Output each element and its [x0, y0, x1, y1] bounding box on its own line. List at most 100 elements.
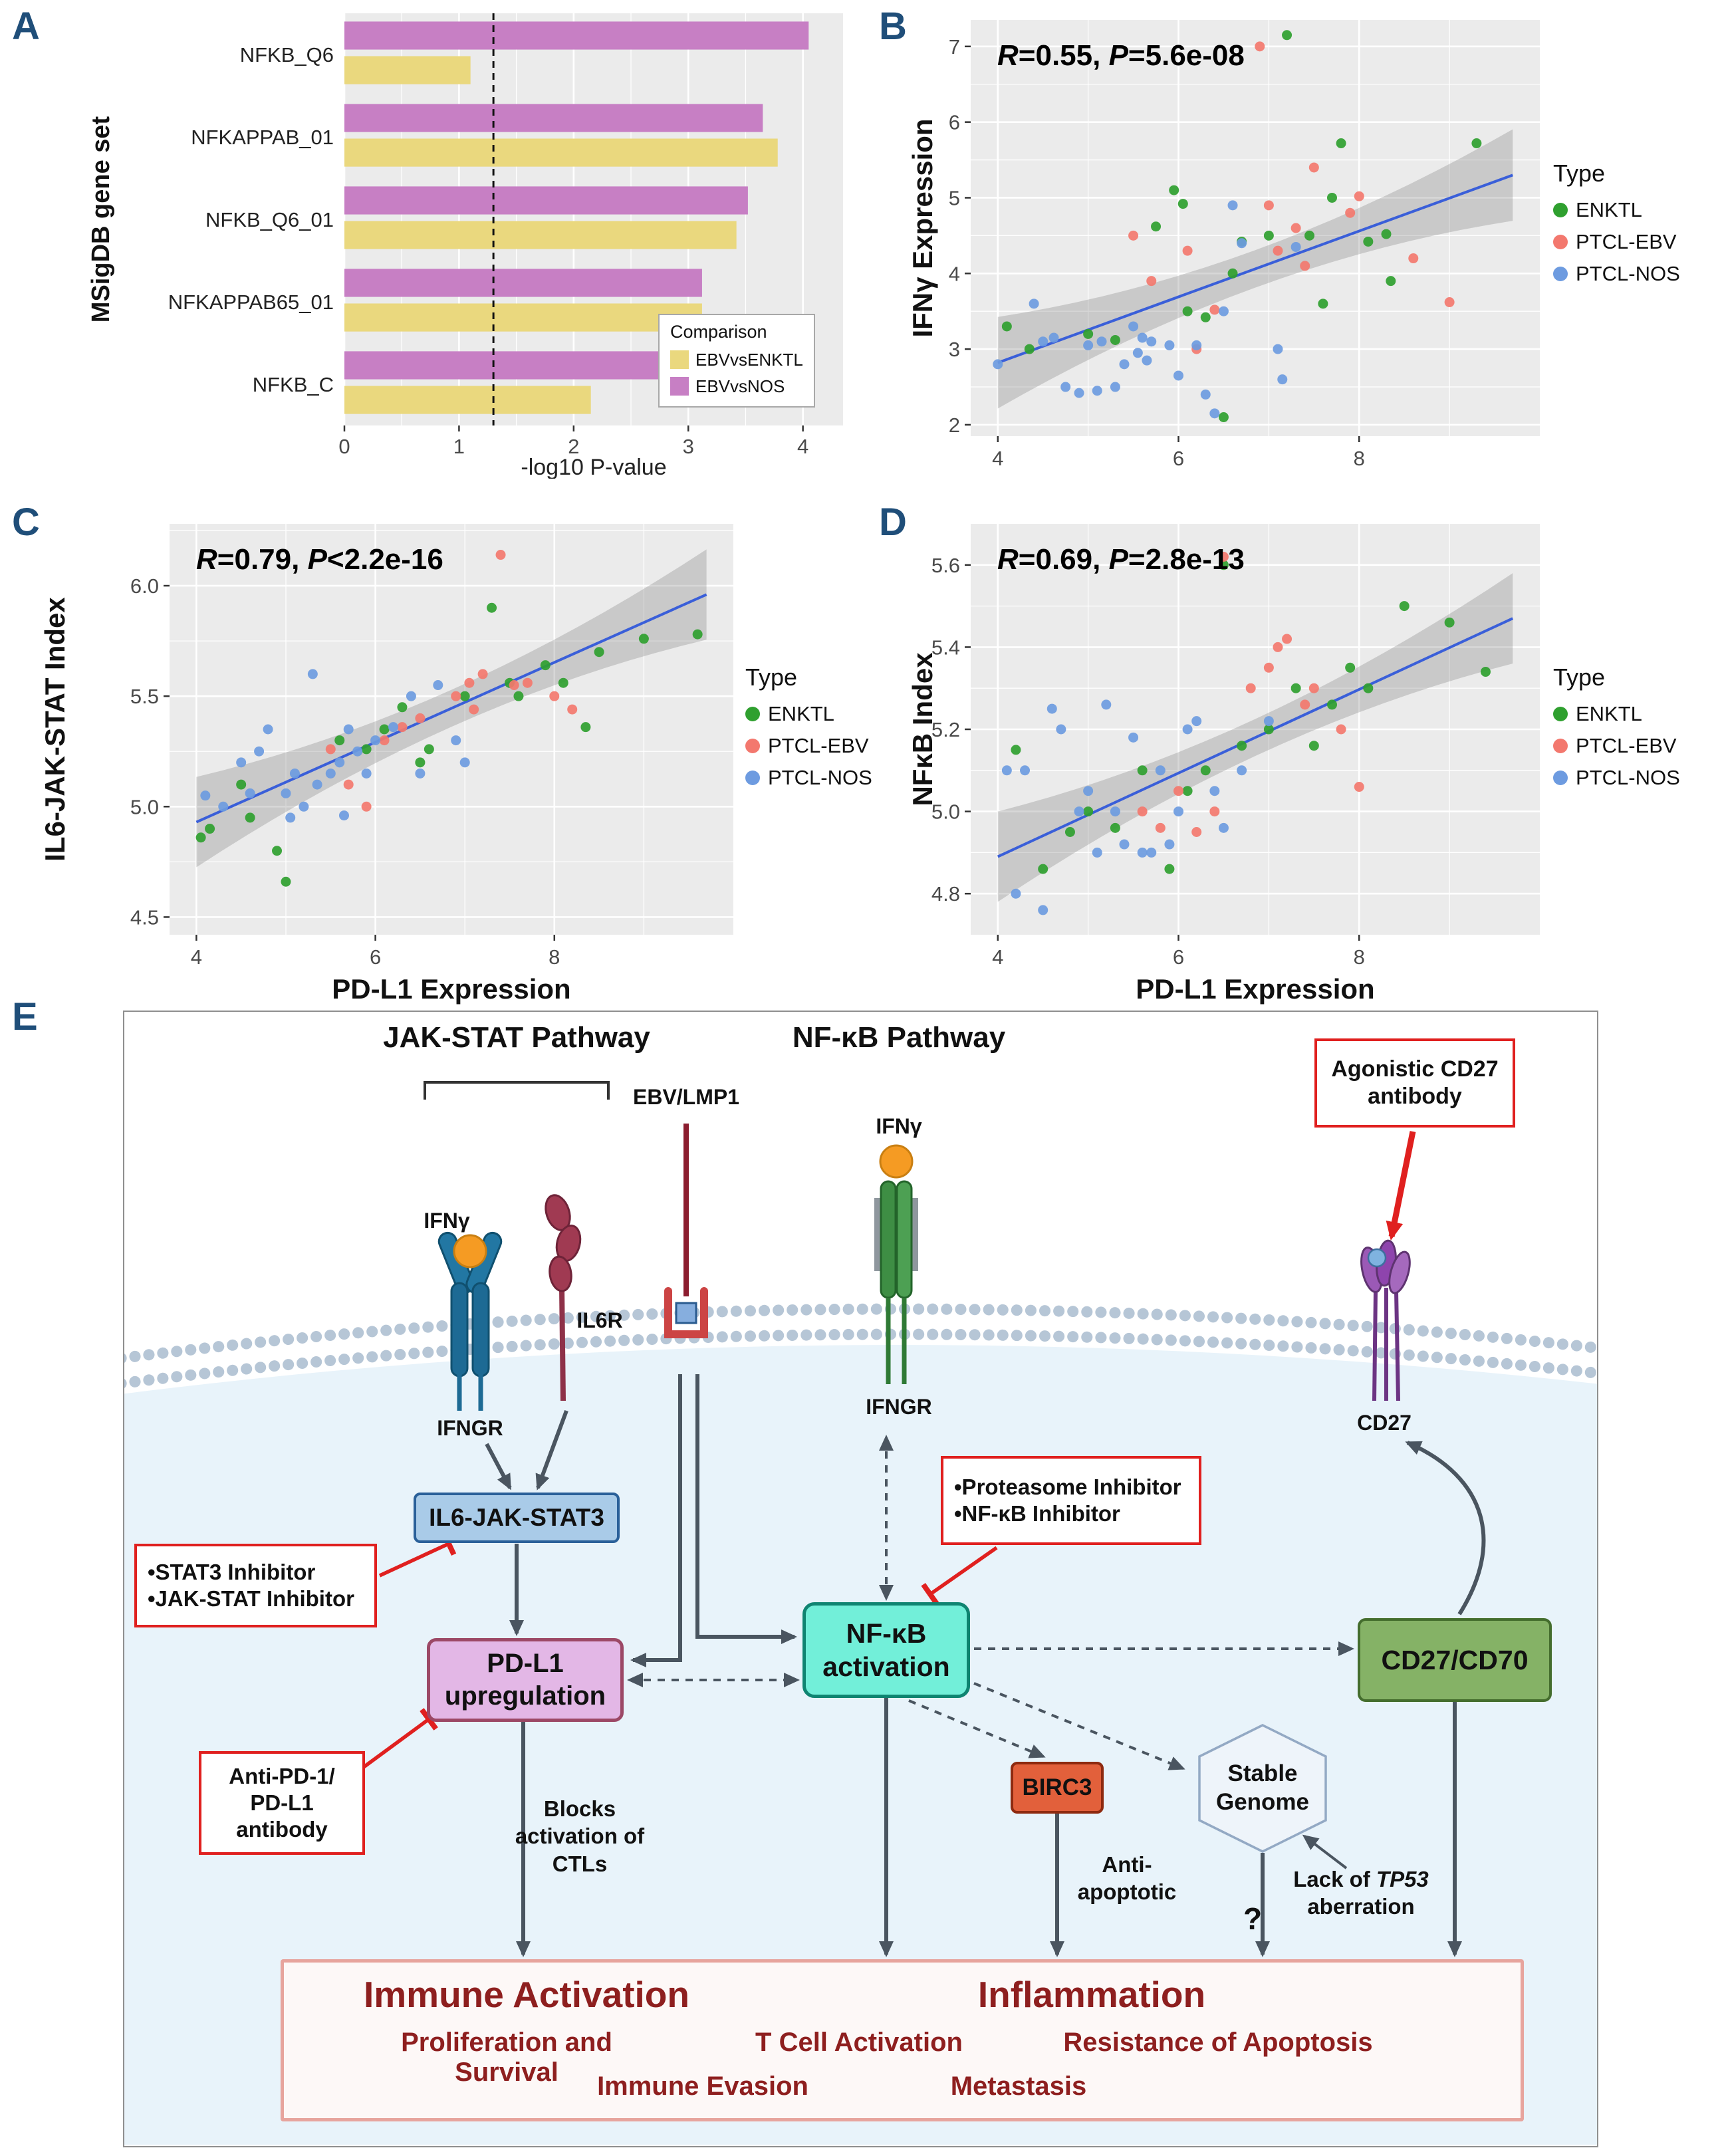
question-mark-note: ?: [1243, 1901, 1263, 1936]
scatter-points: [1001, 551, 1491, 915]
legend-label: PTCL-NOS: [768, 766, 872, 789]
svg-text:IL6-JAK-STAT Index: IL6-JAK-STAT Index: [39, 597, 70, 862]
stat3-inhibitor-box: •STAT3 Inhibitor •JAK-STAT Inhibitor: [134, 1544, 377, 1627]
legend-item-EBVvsNOS: EBVvsNOS: [670, 373, 803, 400]
ifn-gamma-left-icon: [453, 1234, 487, 1268]
svg-text:4: 4: [949, 262, 960, 285]
cd27-receptor-icon: [1360, 1239, 1411, 1401]
stable-line-2: Genome: [1215, 1789, 1310, 1815]
dashed-arrows: [627, 1435, 1354, 1770]
legend-swatch-icon: [670, 350, 689, 369]
legend-swatch-icon: [1553, 267, 1568, 281]
scatter-points: [993, 30, 1482, 423]
svg-text:NFKB_Q6_01: NFKB_Q6_01: [205, 208, 334, 231]
immune-activation-title: Immune Activation: [364, 1974, 689, 2015]
legend-swatch-icon: [745, 707, 760, 721]
tp53-pre: Lack of: [1293, 1867, 1376, 1891]
solid-arrows: [485, 1374, 1486, 1957]
panel-b-scatter-legend: Type ENKTL PTCL-EBV PTCL-NOS: [1553, 160, 1680, 290]
legend-swatch-icon: [1553, 203, 1568, 217]
outcome-item-apoptosis-resistance: Resistance of Apoptosis: [1063, 2028, 1373, 2057]
panel-d-scatter-legend: Type ENKTL PTCL-EBV PTCL-NOS: [1553, 663, 1680, 794]
il6r-label: IL6R: [576, 1308, 623, 1332]
regression-line: [997, 174, 1513, 364]
pathway-diagram-canvas: [124, 1081, 1597, 2145]
legend-item-ENKTL: ENKTL: [1553, 194, 1680, 226]
legend-label: EBVvsNOS: [695, 376, 785, 396]
ifngr-receptor-icon: [437, 1231, 503, 1411]
panel-label-a: A: [12, 5, 40, 48]
svg-text:NFKAPPAB65_01: NFKAPPAB65_01: [168, 291, 334, 314]
svg-text:6: 6: [1173, 447, 1184, 470]
gridlines: [971, 20, 1540, 436]
svg-text:8: 8: [549, 945, 560, 969]
svg-text:NFKAPPAB_01: NFKAPPAB_01: [191, 126, 334, 149]
svg-text:7: 7: [949, 35, 960, 59]
il6-jak-stat3-label: IL6-JAK-STAT3: [429, 1504, 604, 1532]
panel-b-scatter: 4 6 8 2 3 4 5 6 7 R=0.55, P=5.6e-08 IFNγ Expressio…: [907, 3, 1719, 492]
svg-text:PD-L1 Expression: PD-L1 Expression: [1136, 973, 1374, 1005]
outcome-item-tcell: T Cell Activation: [755, 2028, 963, 2057]
regression-line: [997, 617, 1514, 858]
legend-item-ENKTL: ENKTL: [1553, 698, 1680, 730]
bars: [344, 21, 809, 414]
stat3-inhibitor-line: •STAT3 Inhibitor: [148, 1559, 316, 1584]
anti-pd1-line-2: PD-L1: [250, 1790, 314, 1815]
svg-text:6.0: 6.0: [130, 574, 159, 598]
legend-title: Type: [1553, 160, 1606, 187]
panel-a-bar-chart-legend: Comparison EBVvsENKTL EBVvsNOS: [658, 314, 815, 408]
birc3-box: BIRC3: [1011, 1762, 1104, 1814]
ifn-gamma-right-label: IFNγ: [876, 1114, 922, 1138]
panel-c-scatter-legend: Type ENKTL PTCL-EBV PTCL-NOS: [745, 663, 872, 794]
tp53-gene: TP53: [1376, 1867, 1429, 1891]
panel-c-scatter: 4 6 8 4.5 5.0 5.5 6.0 R=0.79, P<2.2e-16 PD-L1 Ex…: [37, 504, 901, 1012]
red-lines: [362, 1131, 1416, 1769]
panel-label-c: C: [12, 501, 40, 544]
correlation-annotation: R=0.55, P=5.6e-08: [997, 39, 1245, 72]
legend-label: ENKTL: [768, 702, 834, 725]
svg-text:4: 4: [797, 435, 808, 458]
proteasome-inhibitor-box: •Proteasome Inhibitor •NF-κB Inhibitor: [941, 1456, 1201, 1545]
proteasome-inhibitor-line: •Proteasome Inhibitor: [954, 1474, 1181, 1499]
legend-label: ENKTL: [1576, 702, 1642, 725]
correlation-annotation: R=0.69, P=2.8e-13: [997, 543, 1245, 576]
panel-a-bar-chart-canvas: NFKB_Q6 NFKAPPAB_01 NFKB_Q6_01 NFKAPPAB65_0…: [87, 13, 843, 480]
pdl1-line-1: PD-L1: [487, 1649, 564, 1679]
outcome-item-immune-evasion: Immune Evasion: [597, 2072, 808, 2101]
svg-text:NFκB Index: NFκB Index: [910, 652, 938, 806]
svg-text:IFNγ Expression: IFNγ Expression: [910, 118, 938, 337]
svg-text:-log10 P-value: -log10 P-value: [521, 455, 666, 479]
panel-d-scatter-canvas: 4 6 8 4.8 5.0 5.2 5.4 5.6 R=0.69, P=2.8e-13 PD-L1…: [907, 524, 1540, 1005]
gridlines: [170, 524, 733, 935]
svg-text:5.2: 5.2: [931, 718, 960, 741]
legend-item-EBVvsENKTL: EBVvsENKTL: [670, 346, 803, 373]
il6r-receptor-icon: [545, 1194, 582, 1401]
legend-swatch-icon: [745, 771, 760, 785]
legend-swatch-icon: [1553, 235, 1568, 249]
svg-text:5: 5: [949, 186, 960, 209]
svg-text:5.6: 5.6: [931, 554, 960, 577]
nfkb-inhibitor-line: •NF-κB Inhibitor: [954, 1501, 1120, 1526]
svg-text:5.4: 5.4: [931, 636, 960, 659]
legend-label: PTCL-NOS: [1576, 262, 1680, 285]
legend-swatch-icon: [670, 377, 689, 396]
svg-text:4.8: 4.8: [931, 882, 960, 905]
cd27-cd70-label: CD27/CD70: [1381, 1644, 1529, 1675]
legend-label: ENKTL: [1576, 198, 1642, 221]
nfkb-line-2: activation: [822, 1651, 950, 1682]
legend-label: PTCL-EBV: [768, 734, 869, 757]
svg-text:5.0: 5.0: [931, 800, 960, 824]
svg-text:6: 6: [1173, 945, 1184, 969]
svg-text:0: 0: [338, 435, 350, 458]
svg-text:4: 4: [992, 945, 1003, 969]
panel-label-b: B: [879, 5, 907, 48]
svg-text:NFKB_C: NFKB_C: [253, 373, 334, 396]
nfkb-pathway-title: NF-κB Pathway: [792, 1021, 1006, 1054]
panel-label-e: E: [12, 995, 38, 1038]
agonistic-cd27-antibody-box: Agonistic CD27 antibody: [1314, 1038, 1515, 1128]
svg-text:MSigDB gene set: MSigDB gene set: [87, 116, 115, 322]
stable-line-1: Stable: [1227, 1760, 1298, 1787]
outcome-item-proliferation: Proliferation and Survival: [401, 2028, 612, 2087]
svg-text:4.5: 4.5: [130, 905, 159, 929]
legend-title: Comparison: [670, 322, 767, 342]
